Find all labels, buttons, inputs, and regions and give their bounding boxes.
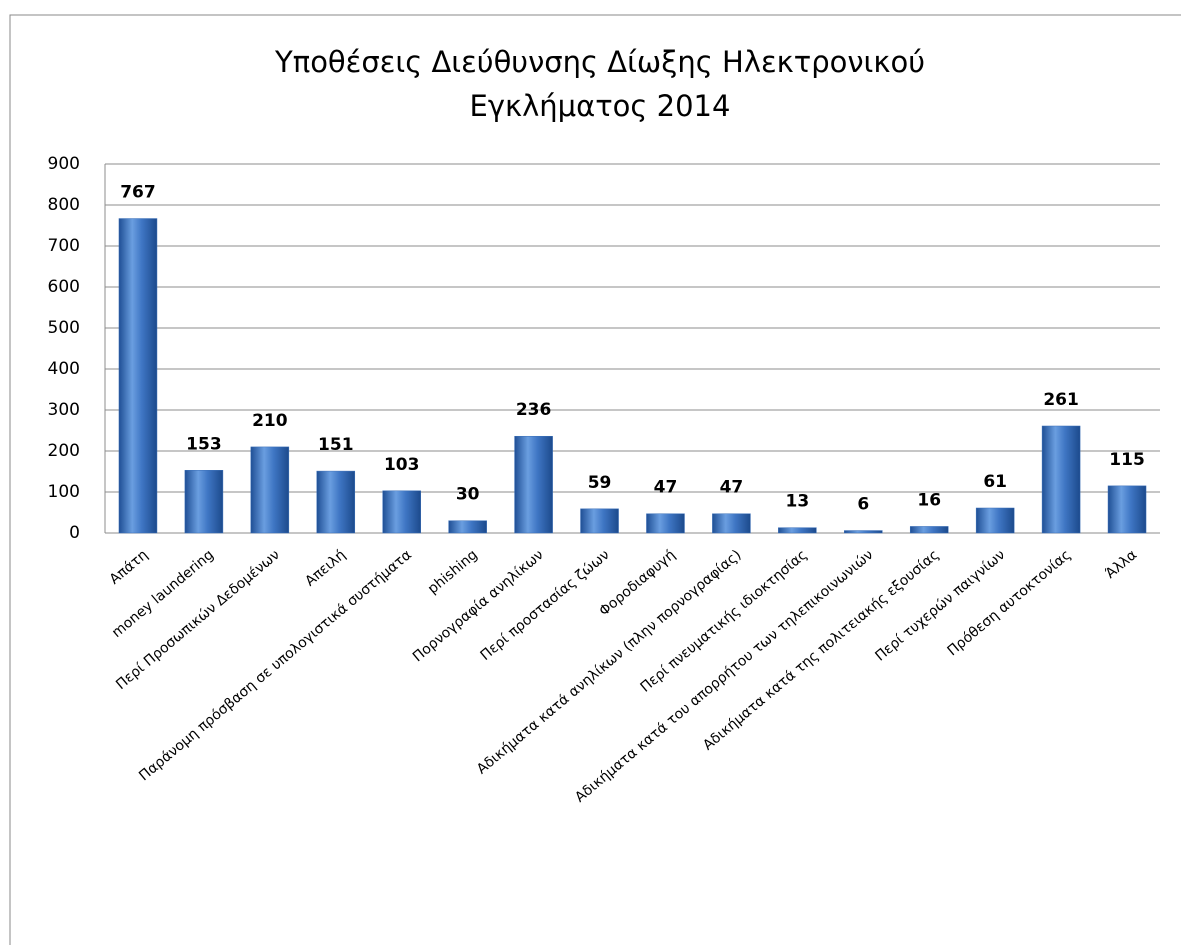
bar — [316, 470, 356, 534]
chart-title: Υποθέσεις Διεύθυνσης Δίωξης Ηλεκτρονικού — [274, 45, 925, 79]
data-label: 47 — [720, 478, 744, 498]
data-label: 59 — [588, 473, 612, 493]
y-tick-label: 100 — [48, 482, 80, 502]
bar — [1041, 425, 1081, 534]
y-tick-label: 300 — [48, 400, 80, 420]
data-label: 30 — [456, 485, 480, 505]
bar — [909, 526, 949, 534]
y-tick-label: 400 — [48, 359, 80, 379]
y-tick-label: 800 — [48, 195, 80, 215]
y-tick-label: 200 — [48, 441, 80, 461]
bar — [975, 507, 1015, 534]
data-label: 151 — [318, 435, 354, 455]
data-label: 103 — [384, 455, 420, 475]
bar — [514, 435, 553, 534]
bar — [580, 508, 619, 534]
y-tick-label: 700 — [48, 236, 80, 256]
bar — [646, 513, 685, 534]
bar — [844, 530, 883, 534]
y-tick-label: 600 — [48, 277, 80, 297]
y-tick-label: 900 — [48, 154, 80, 174]
data-label: 767 — [120, 183, 156, 203]
data-label: 16 — [917, 490, 941, 510]
data-label: 13 — [786, 492, 810, 512]
data-label: 115 — [1109, 450, 1145, 470]
bar — [712, 513, 751, 534]
y-tick-label: 500 — [48, 318, 80, 338]
data-label: 236 — [516, 400, 552, 420]
data-label: 261 — [1043, 390, 1079, 410]
bar — [448, 520, 487, 534]
bar — [118, 218, 158, 534]
bar — [1107, 485, 1147, 534]
data-label: 61 — [983, 472, 1007, 492]
bar — [250, 446, 290, 534]
data-label: 153 — [186, 434, 222, 454]
bar — [778, 527, 817, 534]
bar — [382, 490, 421, 534]
bar — [184, 470, 224, 534]
chart-title: Εγκλήματος 2014 — [470, 89, 731, 123]
data-label: 210 — [252, 411, 288, 431]
y-tick-label: 0 — [69, 523, 80, 543]
data-label: 47 — [654, 478, 678, 498]
data-label: 6 — [857, 495, 869, 515]
